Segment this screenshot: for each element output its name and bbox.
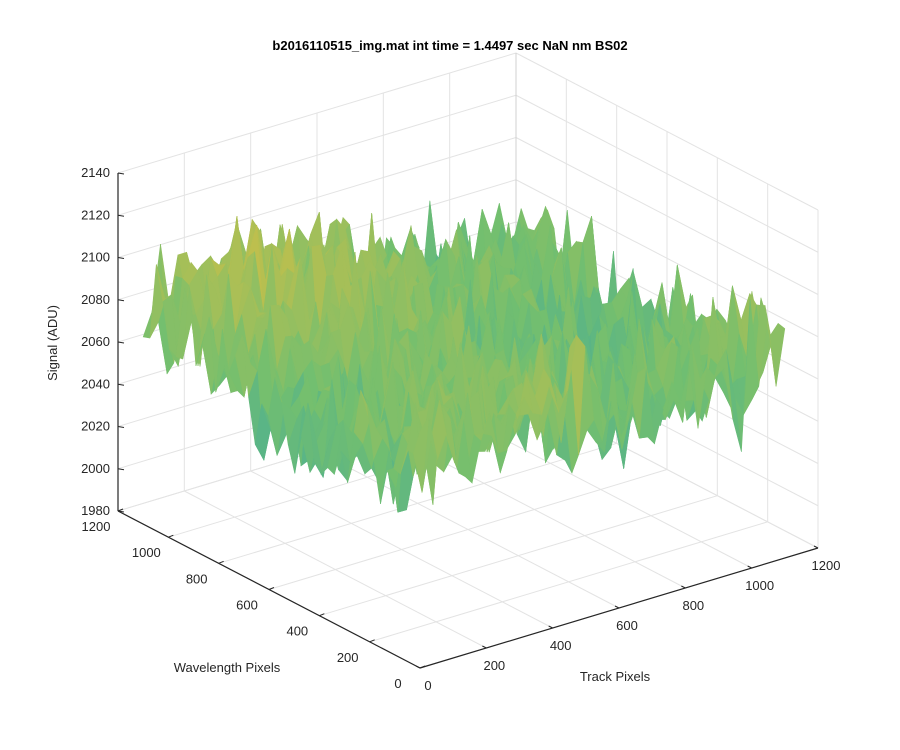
- y-axis-label: Wavelength Pixels: [174, 660, 281, 675]
- y-tick-mark: [319, 613, 325, 617]
- tick-labels: 0 200 400 600 800 1000 1200 0 200 400 600 800 1000 12…: [81, 165, 840, 693]
- y-tick-mark: [168, 534, 174, 538]
- z-tick-label: 2060: [81, 334, 110, 349]
- x-axis-label: Track Pixels: [580, 669, 651, 684]
- y-tick-label: 1000: [132, 545, 161, 560]
- x-tick-mark: [548, 625, 553, 629]
- y-tick-label: 800: [186, 571, 208, 586]
- x-tick-mark: [813, 545, 819, 549]
- y-tick-mark: [419, 665, 426, 669]
- wall-grid-line: [515, 179, 819, 338]
- x-tick-mark: [747, 565, 752, 569]
- x-tick-mark: [482, 645, 487, 649]
- x-tick-label: 0: [424, 678, 431, 693]
- x-tick-label: 600: [616, 618, 638, 633]
- surface-patch: [413, 416, 429, 493]
- z-tick-label: 2080: [81, 292, 110, 307]
- x-tick-label: 200: [483, 658, 505, 673]
- z-tick-label: 2020: [81, 419, 110, 434]
- wall-grid-line: [117, 137, 517, 258]
- y-tick-mark: [218, 560, 224, 564]
- y-tick-label: 400: [286, 624, 308, 639]
- z-tick-mark: [117, 257, 125, 259]
- z-tick-mark: [117, 299, 125, 302]
- z-tick-label: 1980: [81, 503, 110, 518]
- x-tick-mark: [681, 585, 686, 589]
- z-tick-mark: [117, 426, 125, 428]
- z-tick-label: 2100: [81, 250, 110, 265]
- y-tick-label: 600: [236, 598, 258, 613]
- z-tick-label: 2140: [81, 165, 110, 180]
- y-tick-mark: [369, 639, 375, 643]
- x-tick-mark: [415, 665, 421, 669]
- y-tick-mark: [268, 587, 275, 590]
- axis-lines: [117, 172, 819, 669]
- x-tick-label: 800: [682, 598, 704, 613]
- z-axis-label: Signal (ADU): [45, 305, 60, 381]
- chart-title: b2016110515_img.mat int time = 1.4497 se…: [272, 38, 627, 53]
- floor-grid-line: [369, 521, 768, 643]
- x-tick-label: 400: [550, 638, 572, 653]
- z-tick-mark: [117, 383, 125, 386]
- wall-grid-line: [117, 52, 517, 174]
- surface-mesh: [142, 200, 786, 513]
- x-tick-label: 1200: [812, 558, 841, 573]
- x-tick-mark: [614, 605, 620, 609]
- y-tick-label: 1200: [82, 519, 111, 534]
- z-tick-mark: [117, 341, 125, 344]
- z-tick-label: 2120: [81, 207, 110, 222]
- floor-grid-line: [268, 469, 668, 590]
- wall-grid-line: [515, 94, 819, 253]
- y-tick-label: 0: [394, 676, 401, 691]
- wall-grid-line: [515, 52, 819, 211]
- x-tick-label: 1000: [745, 578, 774, 593]
- floor-grid-line: [319, 495, 718, 617]
- z-tick-mark: [117, 172, 125, 175]
- z-tick-mark: [117, 468, 125, 471]
- y-tick-label: 200: [337, 650, 359, 665]
- z-tick-label: 2040: [81, 376, 110, 391]
- z-tick-mark: [117, 510, 125, 513]
- wall-grid-line: [515, 137, 819, 295]
- wall-grid-line: [117, 94, 517, 216]
- floor-grid-line: [218, 442, 617, 564]
- z-tick-mark: [117, 214, 125, 217]
- z-tick-label: 2000: [81, 461, 110, 476]
